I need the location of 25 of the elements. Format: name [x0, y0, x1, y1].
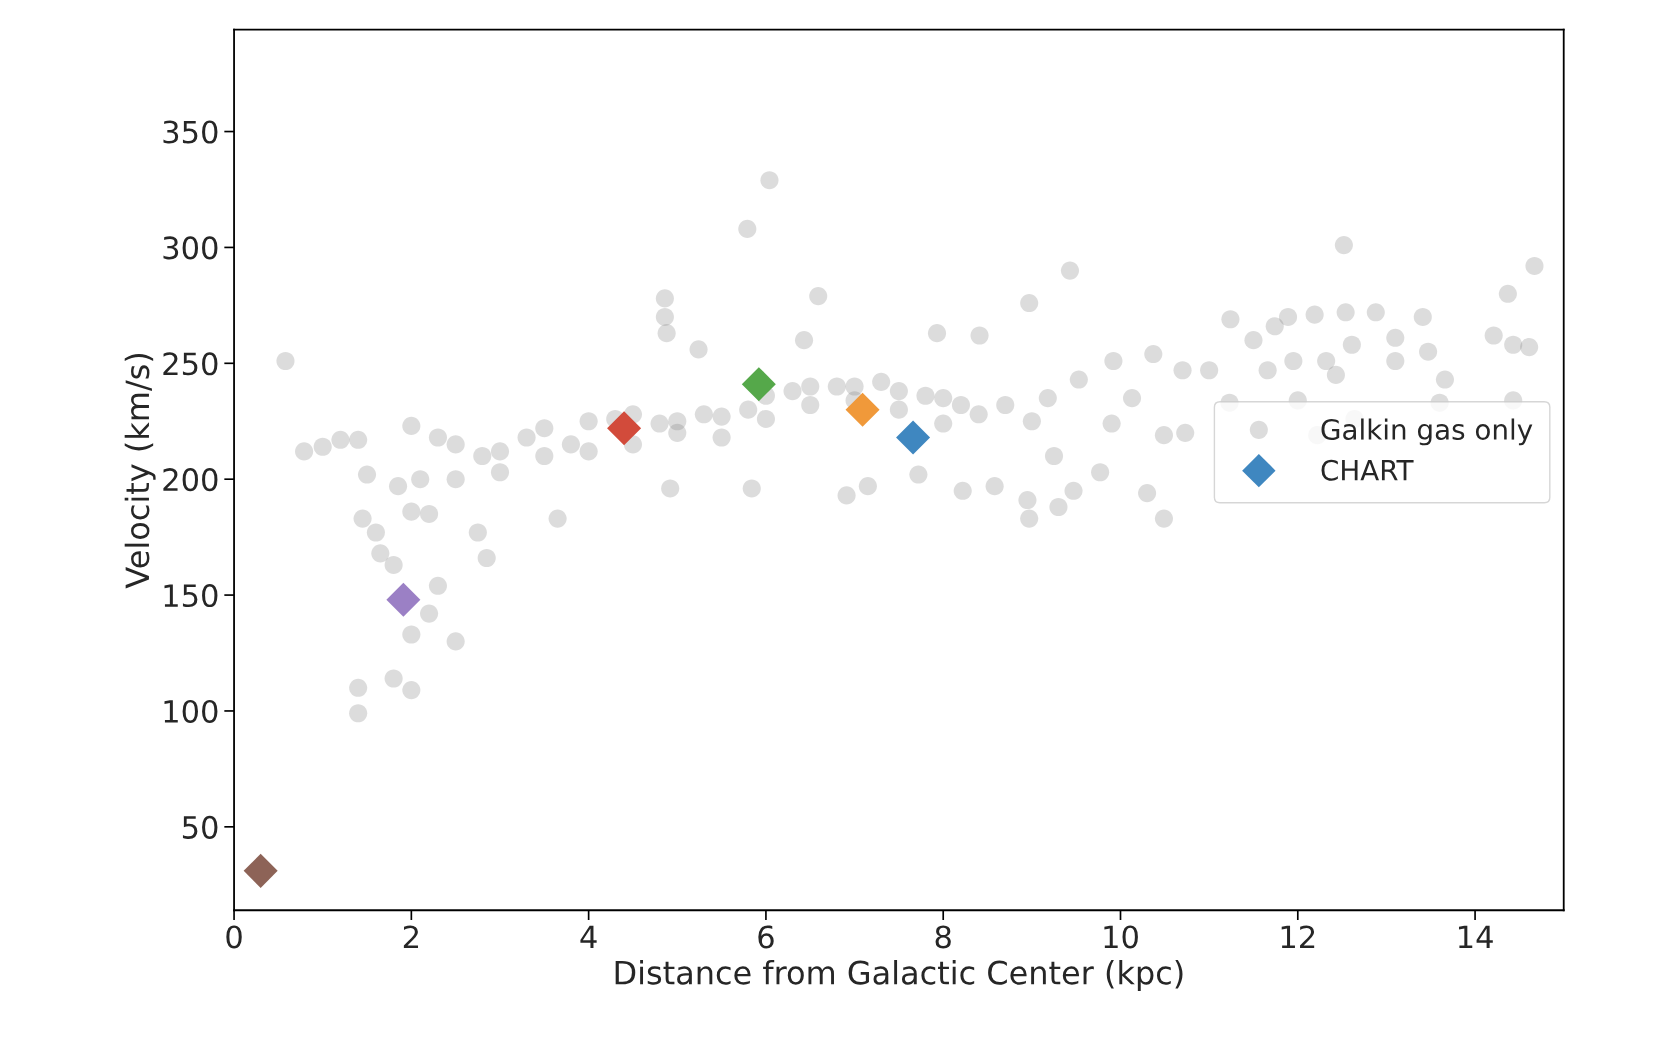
point	[896, 420, 931, 455]
legend-label: Galkin gas only	[1321, 418, 1533, 446]
x-tick-label: 2	[403, 925, 419, 949]
x-tick-label: 4	[580, 925, 597, 949]
x-tick-label: 6	[758, 925, 774, 949]
y-tick-label: 150	[164, 584, 218, 608]
x-tick-label: 8	[935, 925, 951, 949]
y-tick-label: 200	[163, 468, 218, 492]
y-tick-label: 50	[182, 815, 218, 839]
point	[386, 582, 421, 617]
legend-label: CHART	[1321, 459, 1414, 481]
y-axis-title: Velocity (km/s)	[124, 353, 156, 589]
point	[741, 367, 776, 402]
x-tick-label: 12	[1281, 925, 1315, 949]
x-tick-label: 10	[1104, 925, 1138, 949]
y-tick-label: 250	[163, 352, 218, 376]
x-tick-label: 0	[226, 925, 242, 949]
y-tick-label: 350	[163, 120, 218, 144]
point	[243, 853, 278, 888]
point	[845, 392, 880, 427]
y-tick-label: 300	[163, 236, 218, 260]
y-tick-label: 100	[164, 699, 218, 723]
x-axis-title: Distance from Galactic Center (kpc)	[615, 959, 1183, 991]
point	[607, 411, 642, 446]
x-tick-label: 14	[1458, 925, 1493, 949]
